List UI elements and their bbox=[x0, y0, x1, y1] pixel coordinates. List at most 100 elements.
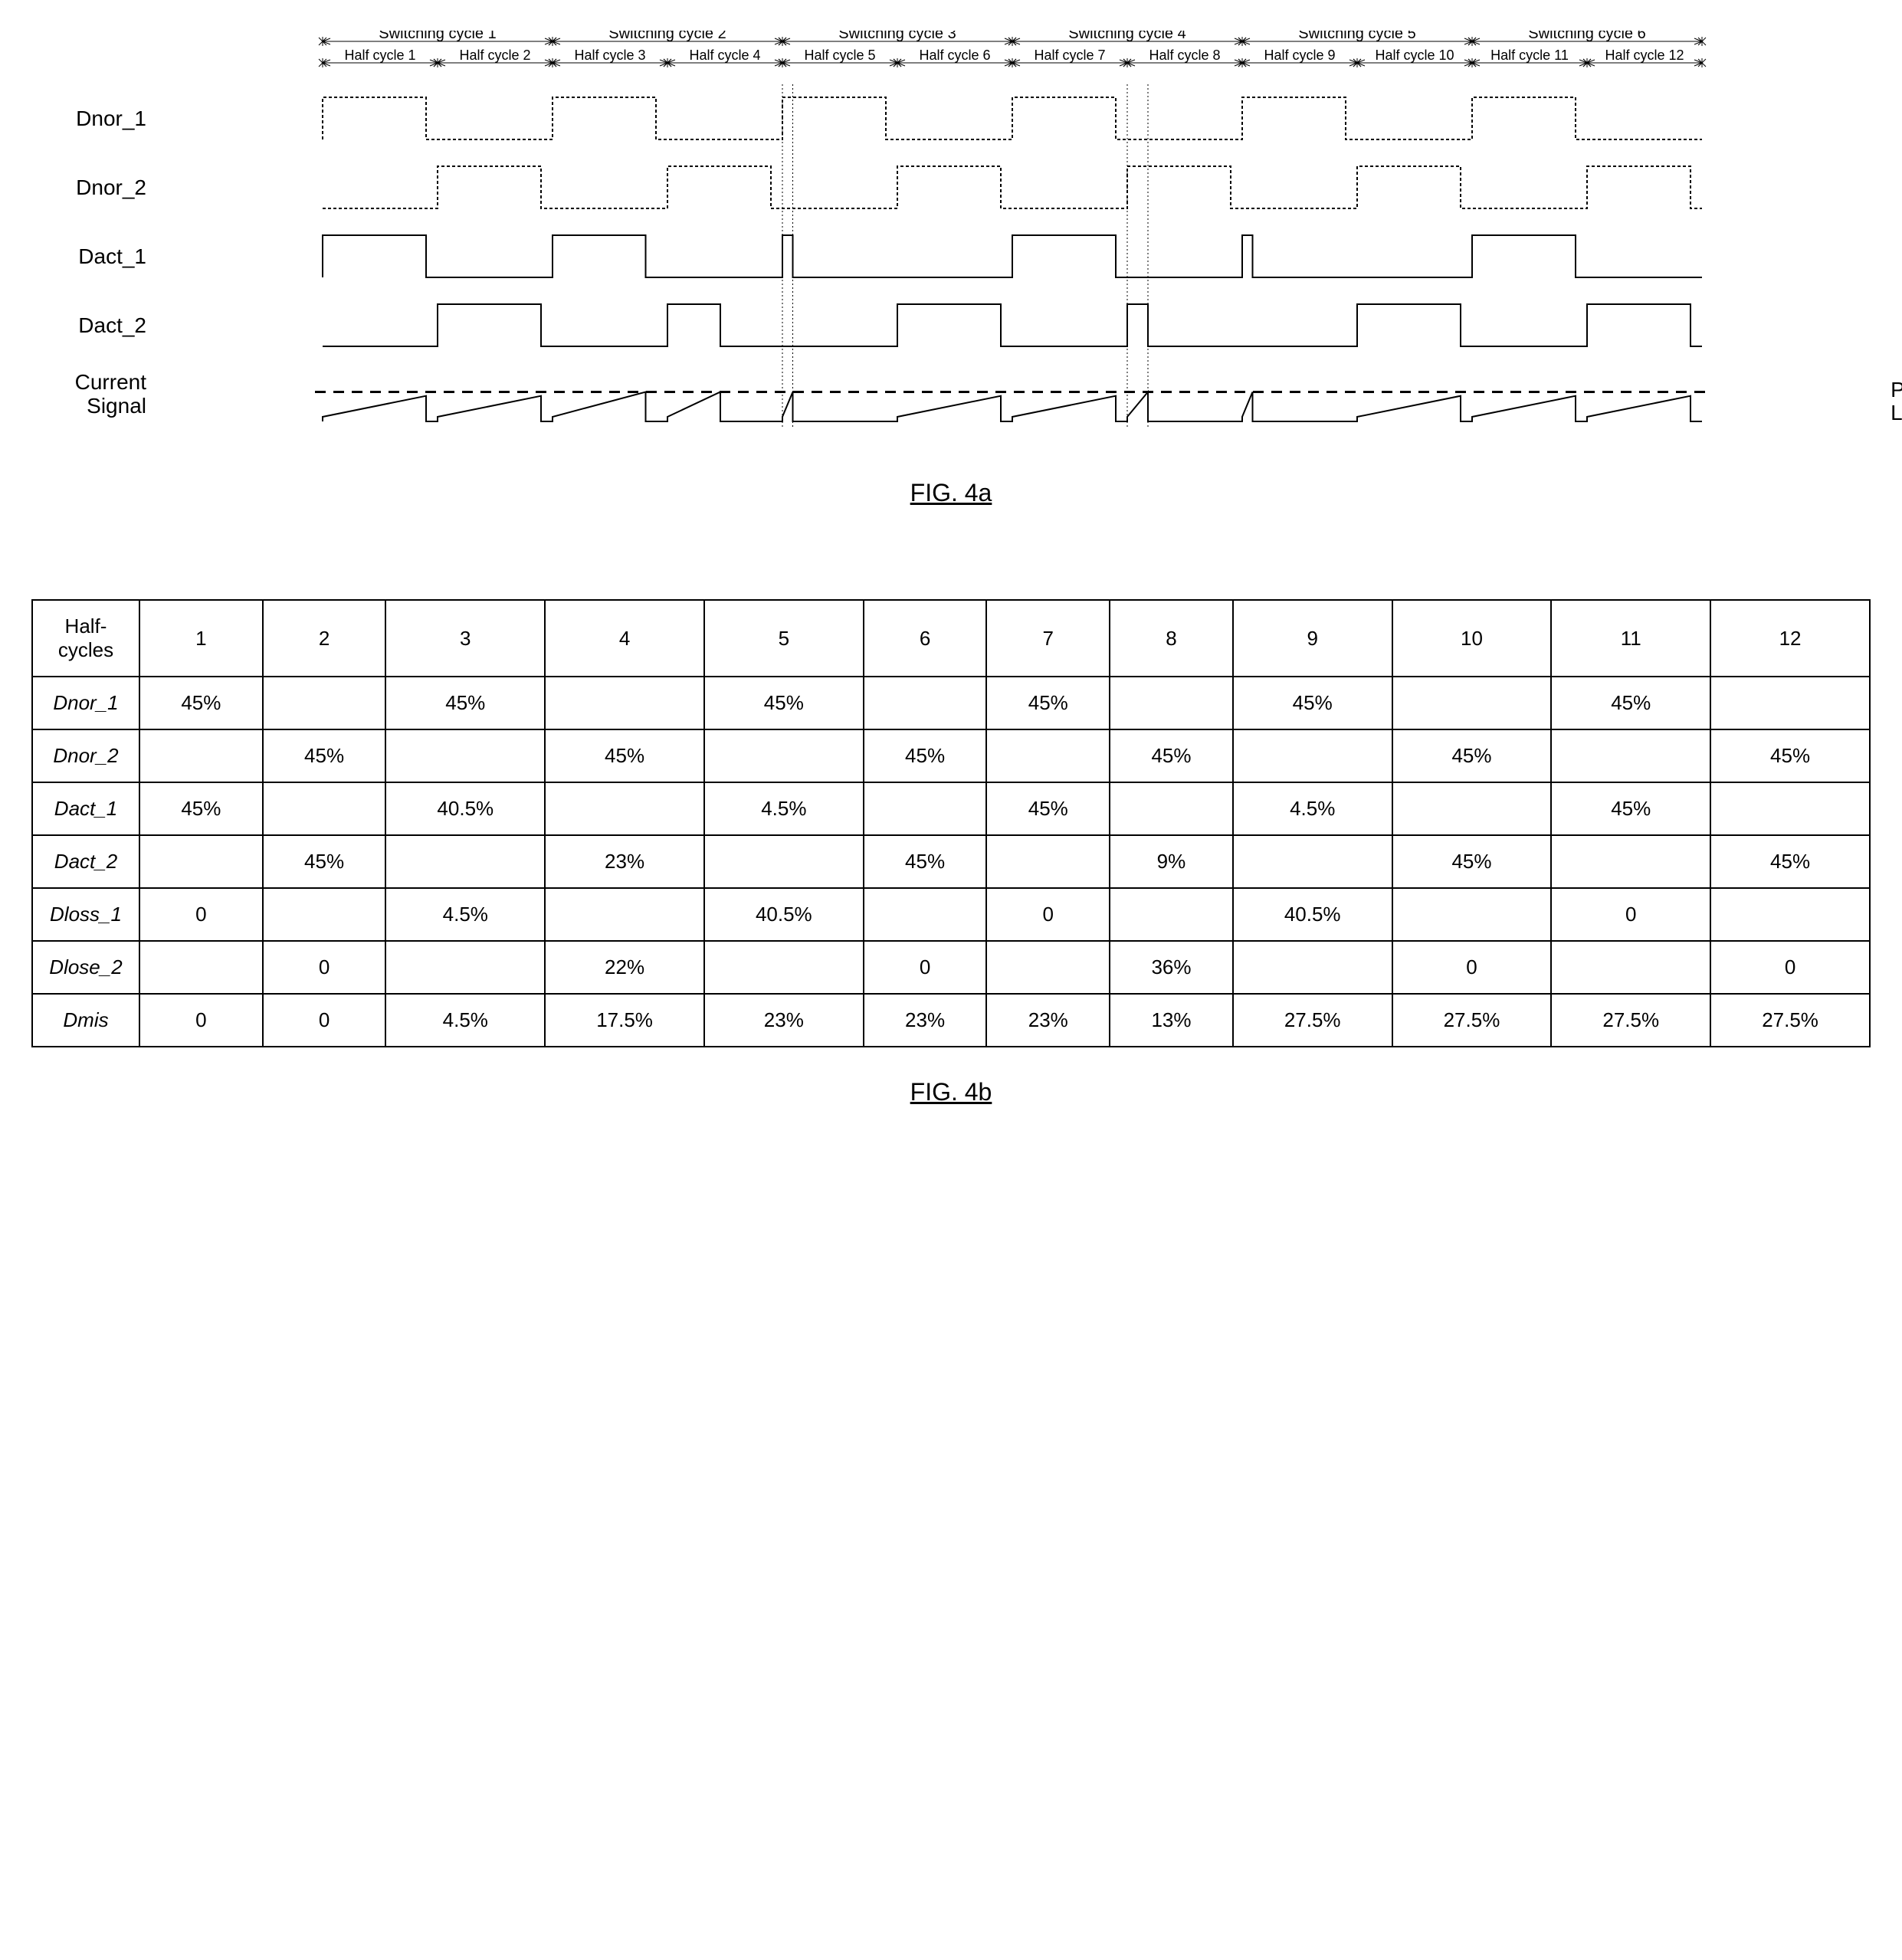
col-label: 9 bbox=[1233, 600, 1392, 677]
col-label: 12 bbox=[1710, 600, 1870, 677]
table-cell bbox=[1551, 941, 1710, 994]
table-cell: 0 bbox=[864, 941, 987, 994]
row-label: Dmis bbox=[32, 994, 139, 1047]
svg-text:Half cycle 12: Half cycle 12 bbox=[1605, 48, 1684, 63]
col-label: 8 bbox=[1110, 600, 1233, 677]
table-cell bbox=[1710, 782, 1870, 835]
table-cell: 45% bbox=[263, 835, 386, 888]
table-cell bbox=[139, 835, 263, 888]
table-cell: 0 bbox=[986, 888, 1110, 941]
table-cell: 0 bbox=[1551, 888, 1710, 941]
table-cell bbox=[385, 729, 545, 782]
table-cell: 45% bbox=[1233, 677, 1392, 729]
table-cell: 4.5% bbox=[704, 782, 864, 835]
table-cell bbox=[1233, 835, 1392, 888]
table-cell: 4.5% bbox=[385, 994, 545, 1047]
timing-diagram: Dnor_1 Dnor_2 Dact_1 Dact_2 CurrentSigna… bbox=[31, 31, 1871, 507]
svg-text:Switching cycle 2: Switching cycle 2 bbox=[608, 31, 726, 42]
svg-text:Half cycle 2: Half cycle 2 bbox=[459, 48, 530, 63]
row-label-current: CurrentSignal bbox=[31, 360, 146, 429]
svg-text:Switching cycle 1: Switching cycle 1 bbox=[379, 31, 496, 42]
table-cell: 23% bbox=[864, 994, 987, 1047]
row-label: Dnor_1 bbox=[32, 677, 139, 729]
table-cell: 45% bbox=[986, 782, 1110, 835]
table-cell: 40.5% bbox=[704, 888, 864, 941]
table-cell bbox=[385, 941, 545, 994]
svg-text:Half cycle 1: Half cycle 1 bbox=[344, 48, 415, 63]
row-label: Dlose_2 bbox=[32, 941, 139, 994]
table-cell: 23% bbox=[704, 994, 864, 1047]
row-label-dact1: Dact_1 bbox=[31, 222, 146, 291]
table-cell: 0 bbox=[263, 994, 386, 1047]
table-cell bbox=[545, 888, 704, 941]
col-label: 10 bbox=[1392, 600, 1552, 677]
table-cell: 13% bbox=[1110, 994, 1233, 1047]
table-cell bbox=[986, 729, 1110, 782]
table-cell bbox=[263, 677, 386, 729]
table-row: Dnor_245%45%45%45%45%45% bbox=[32, 729, 1870, 782]
table-cell: 0 bbox=[139, 888, 263, 941]
table-cell: 23% bbox=[986, 994, 1110, 1047]
table-cell: 45% bbox=[545, 729, 704, 782]
col-label: 3 bbox=[385, 600, 545, 677]
table-cell: 45% bbox=[263, 729, 386, 782]
caption-fig-4b: FIG. 4b bbox=[31, 1078, 1871, 1106]
table-cell: 9% bbox=[1110, 835, 1233, 888]
svg-text:Half cycle 9: Half cycle 9 bbox=[1264, 48, 1335, 63]
table-cell bbox=[545, 677, 704, 729]
table-cell: 27.5% bbox=[1710, 994, 1870, 1047]
row-label: Dact_1 bbox=[32, 782, 139, 835]
table-cell: 45% bbox=[864, 835, 987, 888]
table-row: Dloss_104.5%40.5%040.5%0 bbox=[32, 888, 1870, 941]
table-row: Dlose_2022%036%00 bbox=[32, 941, 1870, 994]
table-cell bbox=[1551, 729, 1710, 782]
table-cell: 40.5% bbox=[1233, 888, 1392, 941]
table-cell: 27.5% bbox=[1551, 994, 1710, 1047]
svg-text:Half cycle 7: Half cycle 7 bbox=[1034, 48, 1105, 63]
table-cell: 45% bbox=[986, 677, 1110, 729]
table-cell: 27.5% bbox=[1233, 994, 1392, 1047]
svg-text:Half cycle 8: Half cycle 8 bbox=[1149, 48, 1220, 63]
table-cell bbox=[704, 941, 864, 994]
table-cell bbox=[1110, 888, 1233, 941]
col-label: 11 bbox=[1551, 600, 1710, 677]
table-cell: 40.5% bbox=[385, 782, 545, 835]
table-cell bbox=[704, 835, 864, 888]
table-cell: 45% bbox=[1710, 835, 1870, 888]
table-cell bbox=[1233, 941, 1392, 994]
svg-text:Switching cycle 4: Switching cycle 4 bbox=[1068, 31, 1185, 42]
table-cell: 36% bbox=[1110, 941, 1233, 994]
table-cell: 45% bbox=[139, 677, 263, 729]
table-row: Dact_245%23%45%9%45%45% bbox=[32, 835, 1870, 888]
table-cell bbox=[1392, 888, 1552, 941]
table-cell bbox=[1551, 835, 1710, 888]
row-label: Dnor_2 bbox=[32, 729, 139, 782]
col-label: 7 bbox=[986, 600, 1110, 677]
table-cell: 0 bbox=[263, 941, 386, 994]
table-cell bbox=[1392, 677, 1552, 729]
svg-text:Switching cycle 6: Switching cycle 6 bbox=[1528, 31, 1645, 42]
table-cell bbox=[864, 888, 987, 941]
table-cell bbox=[1110, 677, 1233, 729]
col-label: 2 bbox=[263, 600, 386, 677]
table-cell: 45% bbox=[385, 677, 545, 729]
table-cell bbox=[139, 941, 263, 994]
table-row: Dnor_145%45%45%45%45%45% bbox=[32, 677, 1870, 729]
table-cell: 0 bbox=[1710, 941, 1870, 994]
svg-text:Switching cycle 5: Switching cycle 5 bbox=[1298, 31, 1415, 42]
svg-text:Half cycle 10: Half cycle 10 bbox=[1375, 48, 1454, 63]
table-cell bbox=[986, 941, 1110, 994]
svg-text:Half cycle 6: Half cycle 6 bbox=[919, 48, 990, 63]
table-cell bbox=[139, 729, 263, 782]
table-cell bbox=[986, 835, 1110, 888]
col-label: 4 bbox=[545, 600, 704, 677]
svg-text:Half cycle 11: Half cycle 11 bbox=[1490, 48, 1569, 63]
timing-svg: Switching cycle 1 Switching cycle 2 Switch… bbox=[154, 31, 1871, 444]
table-header-row: Half-cycles123456789101112 bbox=[32, 600, 1870, 677]
data-table-block: Half-cycles123456789101112Dnor_145%45%45… bbox=[31, 599, 1871, 1106]
svg-text:Half cycle 4: Half cycle 4 bbox=[689, 48, 760, 63]
table-cell: 17.5% bbox=[545, 994, 704, 1047]
col-label: 6 bbox=[864, 600, 987, 677]
table-cell: 45% bbox=[864, 729, 987, 782]
row-label-dact2: Dact_2 bbox=[31, 291, 146, 360]
